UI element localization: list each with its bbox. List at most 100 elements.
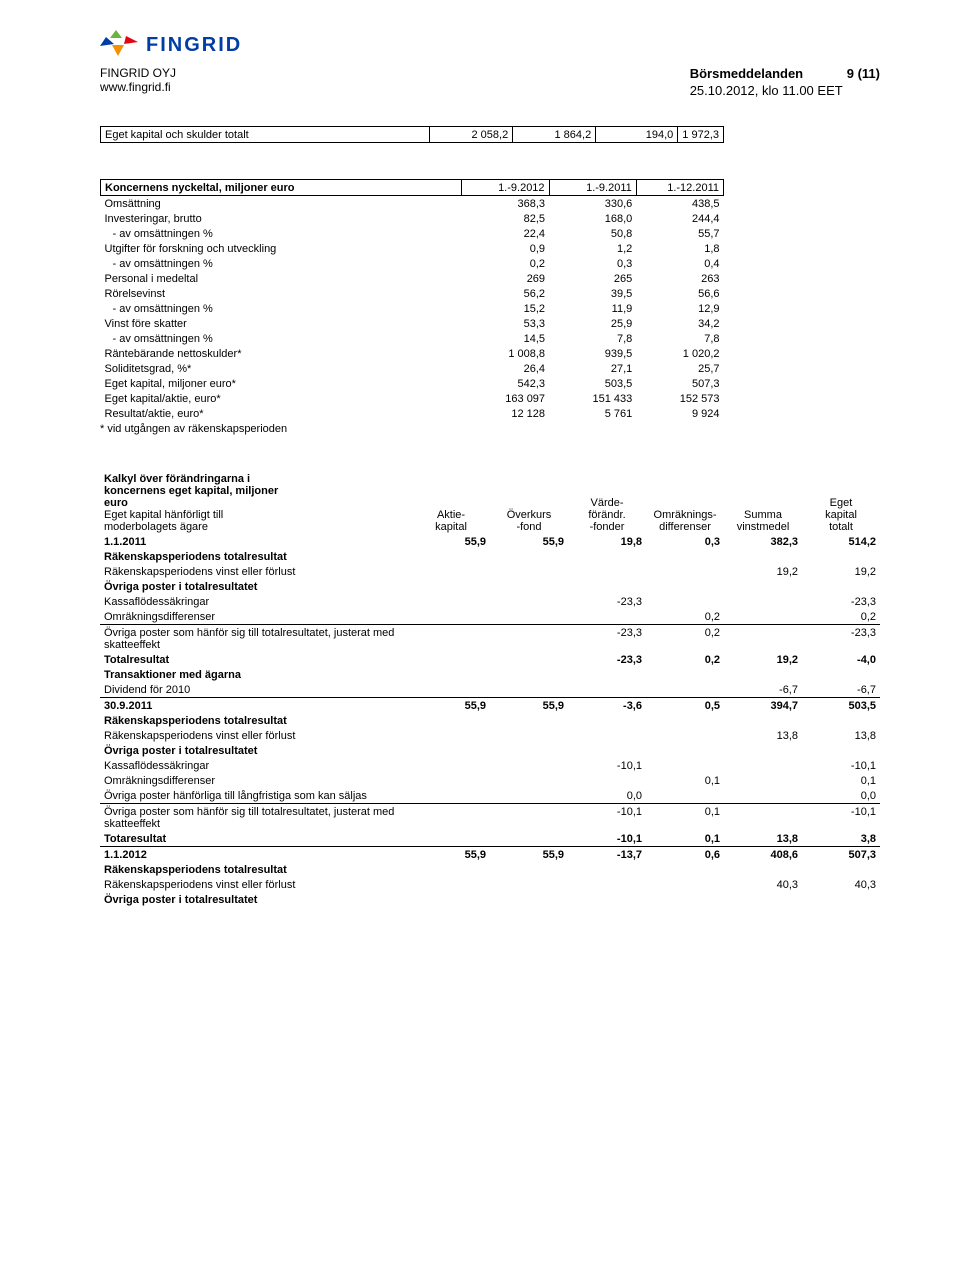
cell: 0,4 — [636, 256, 723, 271]
cell — [412, 758, 490, 773]
row-label: Transaktioner med ägarna — [100, 667, 412, 682]
cell: 26,4 — [462, 361, 549, 376]
brand-name: FINGRID — [146, 34, 242, 57]
cell: -10,1 — [568, 831, 646, 847]
cell — [490, 564, 568, 579]
cell: -10,1 — [568, 758, 646, 773]
col-header: Överkurs-fond — [490, 471, 568, 534]
row-label: Totalresultat — [100, 652, 412, 667]
table-row: Kassaflödessäkringar-10,1-10,1 — [100, 758, 880, 773]
cell: 0,0 — [802, 788, 880, 804]
row-label: Övriga poster hänförliga till långfristi… — [100, 788, 412, 804]
table-row: 1.1.201255,955,9-13,70,6408,6507,3 — [100, 847, 880, 863]
cell — [412, 609, 490, 625]
t3-header-row: Kalkyl över förändringarna i koncernens … — [100, 471, 880, 534]
key-figures-table: Koncernens nyckeltal, miljoner euro 1.-9… — [100, 179, 724, 421]
cell: 0,2 — [802, 609, 880, 625]
cell: 0,1 — [646, 804, 724, 832]
cell: -13,7 — [568, 847, 646, 863]
row-label: Eget kapital/aktie, euro* — [101, 391, 462, 406]
cell — [490, 804, 568, 832]
row-label: Räkenskapsperiodens vinst eller förlust — [100, 728, 412, 743]
table-row: Eget kapital, miljoner euro*542,3503,550… — [101, 376, 724, 391]
table-row: Övriga poster som hänför sig till totalr… — [100, 625, 880, 653]
cell — [568, 564, 646, 579]
company-name: FINGRID OYJ — [100, 66, 176, 80]
cell — [646, 594, 724, 609]
table-row: Övriga poster som hänför sig till totalr… — [100, 804, 880, 832]
cell — [646, 728, 724, 743]
page-root: FINGRID FINGRID OYJ www.fingrid.fi Börsm… — [0, 0, 960, 947]
cell: 0,2 — [462, 256, 549, 271]
cell: 12,9 — [636, 301, 723, 316]
cell: 0,3 — [549, 256, 636, 271]
row-label: Vinst före skatter — [101, 316, 462, 331]
cell: 19,8 — [568, 534, 646, 549]
row-label: - av omsättningen % — [101, 226, 462, 241]
cell — [568, 609, 646, 625]
cell — [646, 788, 724, 804]
table-row: Räkenskapsperiodens vinst eller förlust1… — [100, 564, 880, 579]
table-row: Soliditetsgrad, %*26,427,125,7 — [101, 361, 724, 376]
cell: 265 — [549, 271, 636, 286]
cell — [412, 831, 490, 847]
cell: 7,8 — [549, 331, 636, 346]
cell: 1,2 — [549, 241, 636, 256]
cell: 82,5 — [462, 211, 549, 226]
row-label: Räkenskapsperiodens vinst eller förlust — [100, 877, 412, 892]
row-label: - av omsättningen % — [101, 331, 462, 346]
header: FINGRID OYJ www.fingrid.fi Börsmeddeland… — [100, 66, 880, 98]
doc-date: 25.10.2012, klo 11.00 EET — [690, 83, 880, 98]
cell — [490, 773, 568, 788]
cell: 1 020,2 — [636, 346, 723, 361]
cell — [724, 788, 802, 804]
cell — [646, 682, 724, 698]
cell: 263 — [636, 271, 723, 286]
cell: 55,9 — [490, 847, 568, 863]
row-label: 30.9.2011 — [100, 698, 412, 714]
table-row: Räkenskapsperiodens vinst eller förlust4… — [100, 877, 880, 892]
cell: 0,3 — [646, 534, 724, 549]
cell — [490, 788, 568, 804]
row-label: Övriga poster i totalresultatet — [100, 892, 412, 907]
table-row: Räkenskapsperiodens vinst eller förlust1… — [100, 728, 880, 743]
cell: -10,1 — [802, 804, 880, 832]
table-row: Räntebärande nettoskulder*1 008,8939,51 … — [101, 346, 724, 361]
cell — [490, 609, 568, 625]
cell — [490, 758, 568, 773]
cell: 56,6 — [636, 286, 723, 301]
cell: 151 433 — [549, 391, 636, 406]
cell: 542,3 — [462, 376, 549, 391]
cell: 152 573 — [636, 391, 723, 406]
cell: 382,3 — [724, 534, 802, 549]
cell: 330,6 — [549, 196, 636, 212]
page-indicator: 9 (11) — [847, 66, 880, 81]
equity-changes-table: Kalkyl över förändringarna i koncernens … — [100, 471, 880, 907]
cell: 15,2 — [462, 301, 549, 316]
cell: 408,6 — [724, 847, 802, 863]
table-row: Övriga poster hänförliga till långfristi… — [100, 788, 880, 804]
table-row: - av omsättningen %22,450,855,7 — [101, 226, 724, 241]
t2-footnote: * vid utgången av räkenskapsperioden — [100, 423, 880, 435]
cell — [724, 609, 802, 625]
cell: 34,2 — [636, 316, 723, 331]
cell — [490, 831, 568, 847]
row-label: Eget kapital och skulder totalt — [101, 127, 430, 143]
logo-icon — [100, 30, 138, 60]
table-row: Räkenskapsperiodens totalresultat — [100, 862, 880, 877]
cell — [490, 652, 568, 667]
classification: Börsmeddelanden — [690, 66, 803, 81]
col-header: Aktie-kapital — [412, 471, 490, 534]
row-label: Övriga poster som hänför sig till totalr… — [100, 625, 412, 653]
row-label: Kassaflödessäkringar — [100, 594, 412, 609]
row-label: Soliditetsgrad, %* — [101, 361, 462, 376]
cell: 22,4 — [462, 226, 549, 241]
cell: -10,1 — [802, 758, 880, 773]
website: www.fingrid.fi — [100, 80, 176, 94]
brand-logo: FINGRID — [100, 30, 880, 60]
cell: -23,3 — [568, 625, 646, 653]
cell: 244,4 — [636, 211, 723, 226]
cell — [724, 773, 802, 788]
table-row: 30.9.201155,955,9-3,60,5394,7503,5 — [100, 698, 880, 714]
cell — [568, 728, 646, 743]
